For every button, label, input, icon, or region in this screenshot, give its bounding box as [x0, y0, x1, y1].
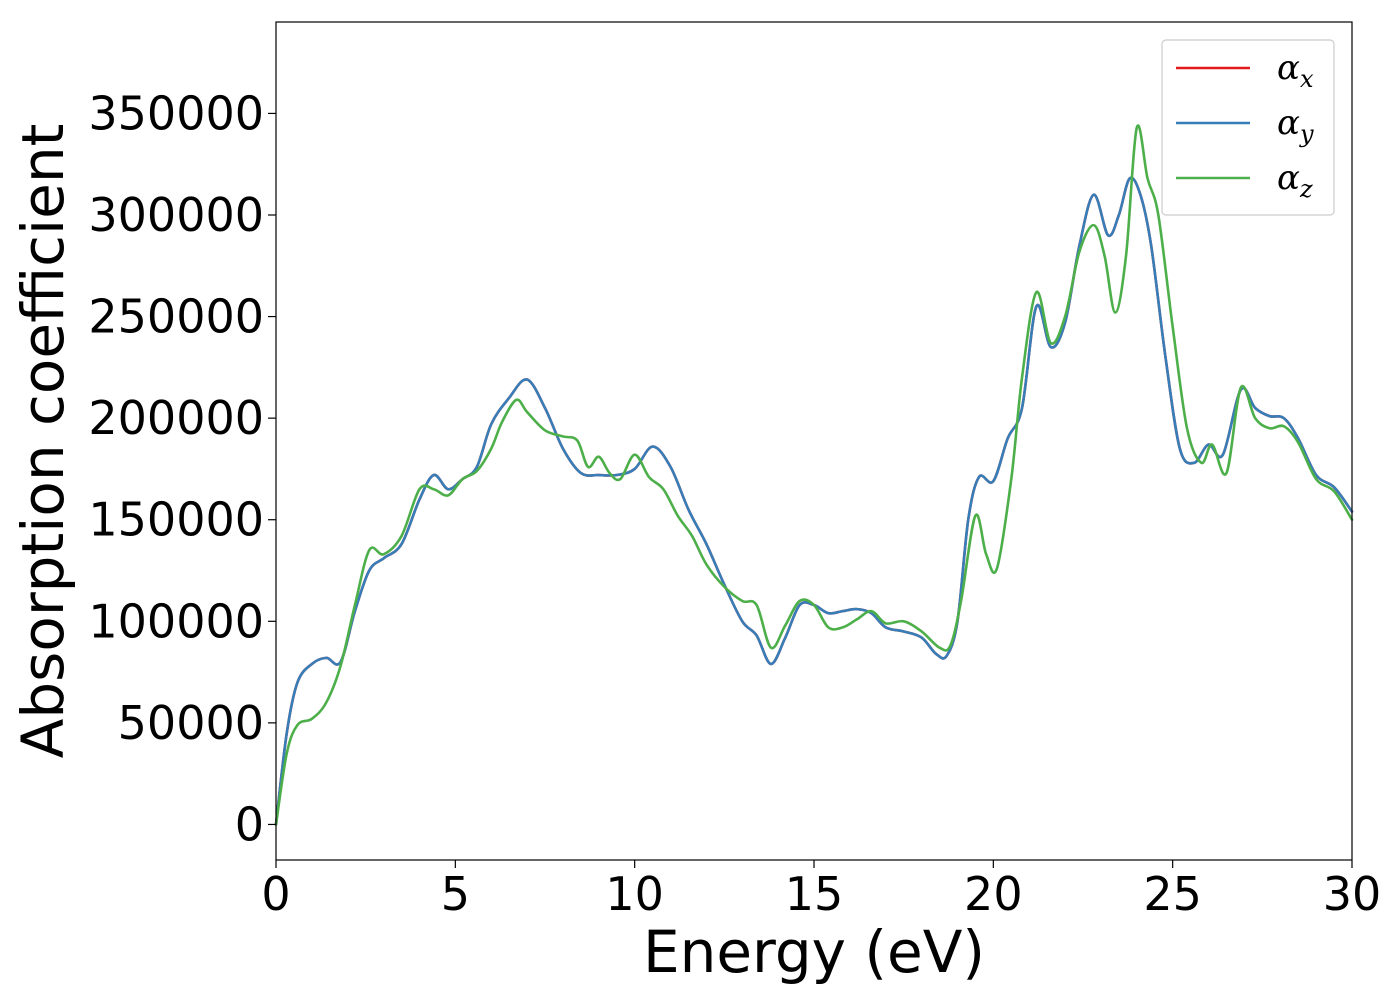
y-tick-label: 200000 — [88, 391, 264, 445]
x-tick-label: 20 — [964, 867, 1023, 921]
y-tick-label: 150000 — [88, 493, 264, 547]
y-axis-title: Absorption coefficient — [9, 124, 77, 759]
x-tick-label: 15 — [785, 867, 844, 921]
y-tick-label: 300000 — [88, 188, 264, 242]
x-tick-label: 30 — [1323, 867, 1382, 921]
y-axis: 0 50000 100000 150000 200000 250000 300000 3500… — [88, 86, 276, 851]
series-line-alpha-y — [274, 176, 1354, 826]
legend-label-alpha-y: αy — [1277, 103, 1314, 148]
series-layer — [274, 124, 1354, 826]
y-tick-label: 250000 — [88, 290, 264, 344]
x-axis-title: Energy (eV) — [643, 918, 985, 986]
y-tick-label: 350000 — [88, 86, 264, 140]
x-axis: 0 5 10 15 20 25 30 — [261, 860, 1381, 921]
x-tick-label: 5 — [441, 867, 470, 921]
y-tick-label: 50000 — [118, 696, 264, 750]
y-tick-label: 0 — [235, 797, 264, 851]
x-tick-label: 25 — [1143, 867, 1202, 921]
x-tick-label: 0 — [261, 867, 290, 921]
x-tick-label: 10 — [605, 867, 664, 921]
series-line-alpha-z — [274, 124, 1354, 826]
legend-box — [1161, 39, 1335, 216]
y-tick-label: 100000 — [88, 594, 264, 648]
